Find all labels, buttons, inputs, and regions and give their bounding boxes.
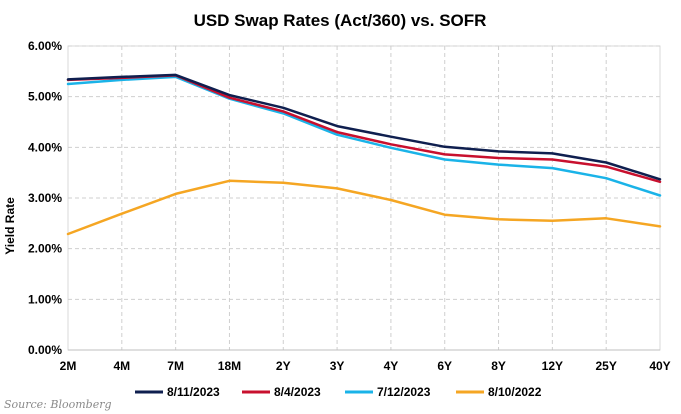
chart-title: USD Swap Rates (Act/360) vs. SOFR	[194, 11, 487, 30]
legend-label: 7/12/2023	[377, 385, 431, 399]
x-tick-label: 2M	[60, 359, 77, 373]
y-tick-label: 2.00%	[28, 242, 62, 256]
legend-label: 8/4/2023	[274, 385, 321, 399]
y-tick-label: 1.00%	[28, 292, 62, 306]
series-line	[66, 75, 662, 197]
y-tick-label: 5.00%	[28, 90, 62, 104]
x-tick-label: 4Y	[384, 359, 399, 373]
series-lines	[66, 73, 662, 236]
x-tick-label: 40Y	[649, 359, 670, 373]
y-axis: 0.00% 1.00% 2.00% 3.00% 4.00% 5.00% 6.00%	[28, 39, 62, 357]
x-tick-label: 4M	[113, 359, 130, 373]
y-tick-label: 4.00%	[28, 140, 62, 154]
x-tick-label: 18M	[218, 359, 241, 373]
x-axis: 2M 4M 7M 18M 2Y 3Y 4Y 6Y 8Y 12Y 25Y 40Y	[60, 359, 671, 373]
series-line	[66, 179, 662, 236]
x-tick-label: 12Y	[542, 359, 563, 373]
x-tick-label: 25Y	[596, 359, 617, 373]
y-tick-label: 6.00%	[28, 39, 62, 53]
x-tick-label: 2Y	[276, 359, 291, 373]
x-tick-label: 6Y	[437, 359, 452, 373]
x-tick-label: 8Y	[491, 359, 506, 373]
gridlines	[68, 45, 660, 351]
y-tick-label: 3.00%	[28, 191, 62, 205]
x-tick-label: 7M	[167, 359, 184, 373]
x-tick-label: 3Y	[330, 359, 345, 373]
y-axis-title: Yield Rate	[3, 197, 17, 255]
source-note: Source: Bloomberg	[4, 398, 112, 411]
legend-label: 8/10/2022	[488, 385, 542, 399]
y-tick-label: 0.00%	[28, 343, 62, 357]
legend-label: 8/11/2023	[167, 385, 220, 399]
legend: 8/11/2023 8/4/2023 7/12/2023 8/10/2022	[135, 385, 542, 399]
series-line	[66, 73, 662, 181]
